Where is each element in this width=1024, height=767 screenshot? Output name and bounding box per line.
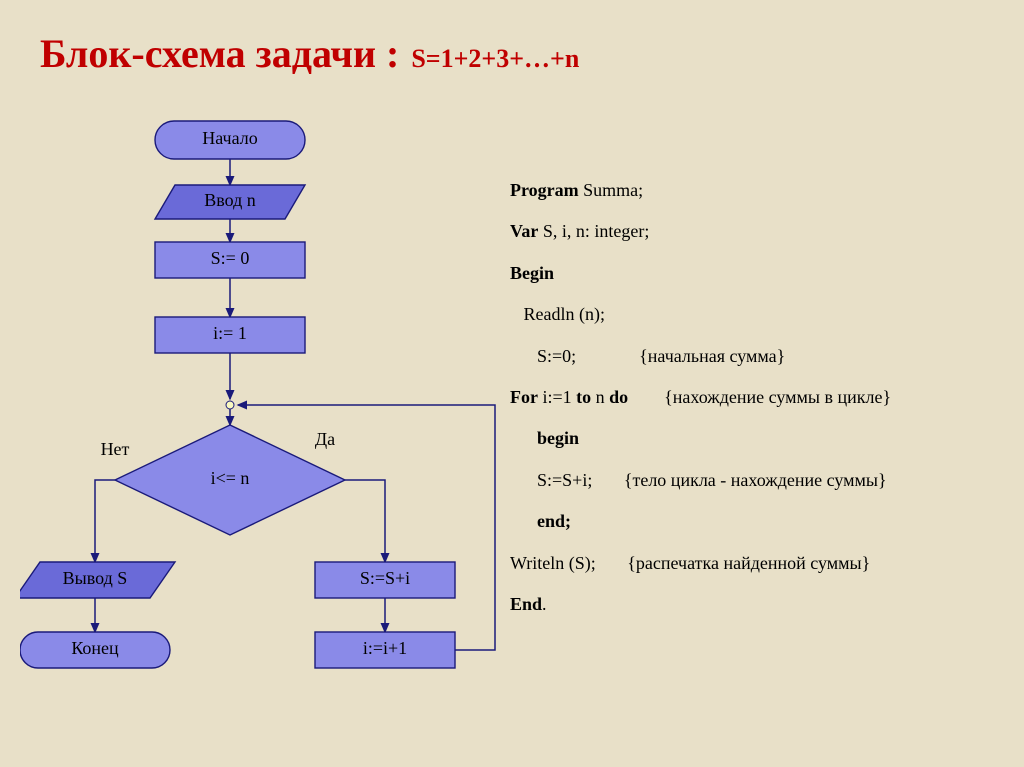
code-listing: Program Summa;Var S, i, n: integer;Begin… [510,170,1010,625]
slide-title: Блок-схема задачи : S=1+2+3+…+n [40,30,579,77]
junction [226,401,234,409]
svg-text:i<= n: i<= n [211,468,250,488]
node-i1: i:= 1 [155,317,305,353]
code-line: For i:=1 to n do {нахождение суммы в цик… [510,377,1010,418]
flowchart: Начало Ввод n S:= 0 i:= 1 i<= n Да Нет S… [20,110,540,750]
svg-text:Ввод n: Ввод n [204,190,256,210]
svg-text:Начало: Начало [202,128,257,148]
code-line: end; [510,501,1010,542]
node-output: Вывод S [20,562,175,598]
svg-text:i:= 1: i:= 1 [213,323,247,343]
edge-label-no: Нет [101,439,130,459]
code-line: End. [510,584,1010,625]
node-ssi: S:=S+i [315,562,455,598]
title-main: Блок-схема задачи : [40,30,399,77]
code-line: Var S, i, n: integer; [510,211,1010,252]
node-decision: i<= n [115,425,345,535]
node-start: Начало [155,121,305,159]
node-end: Конец [20,632,170,668]
node-s0: S:= 0 [155,242,305,278]
title-sub: S=1+2+3+…+n [411,44,579,74]
node-input: Ввод n [155,185,305,219]
svg-text:S:= 0: S:= 0 [211,248,250,268]
code-line: Program Summa; [510,170,1010,211]
edge-label-yes: Да [315,429,335,449]
code-line: Writeln (S); {распечатка найденной суммы… [510,543,1010,584]
svg-text:i:=i+1: i:=i+1 [363,638,407,658]
svg-text:Вывод S: Вывод S [63,568,128,588]
code-line: Readln (n); [510,294,1010,335]
svg-text:S:=S+i: S:=S+i [360,568,410,588]
code-line: S:=S+i; {тело цикла - нахождение суммы} [510,460,1010,501]
code-line: begin [510,418,1010,459]
node-ii1: i:=i+1 [315,632,455,668]
svg-text:Конец: Конец [71,638,119,658]
code-line: S:=0; {начальная сумма} [510,336,1010,377]
code-line: Begin [510,253,1010,294]
